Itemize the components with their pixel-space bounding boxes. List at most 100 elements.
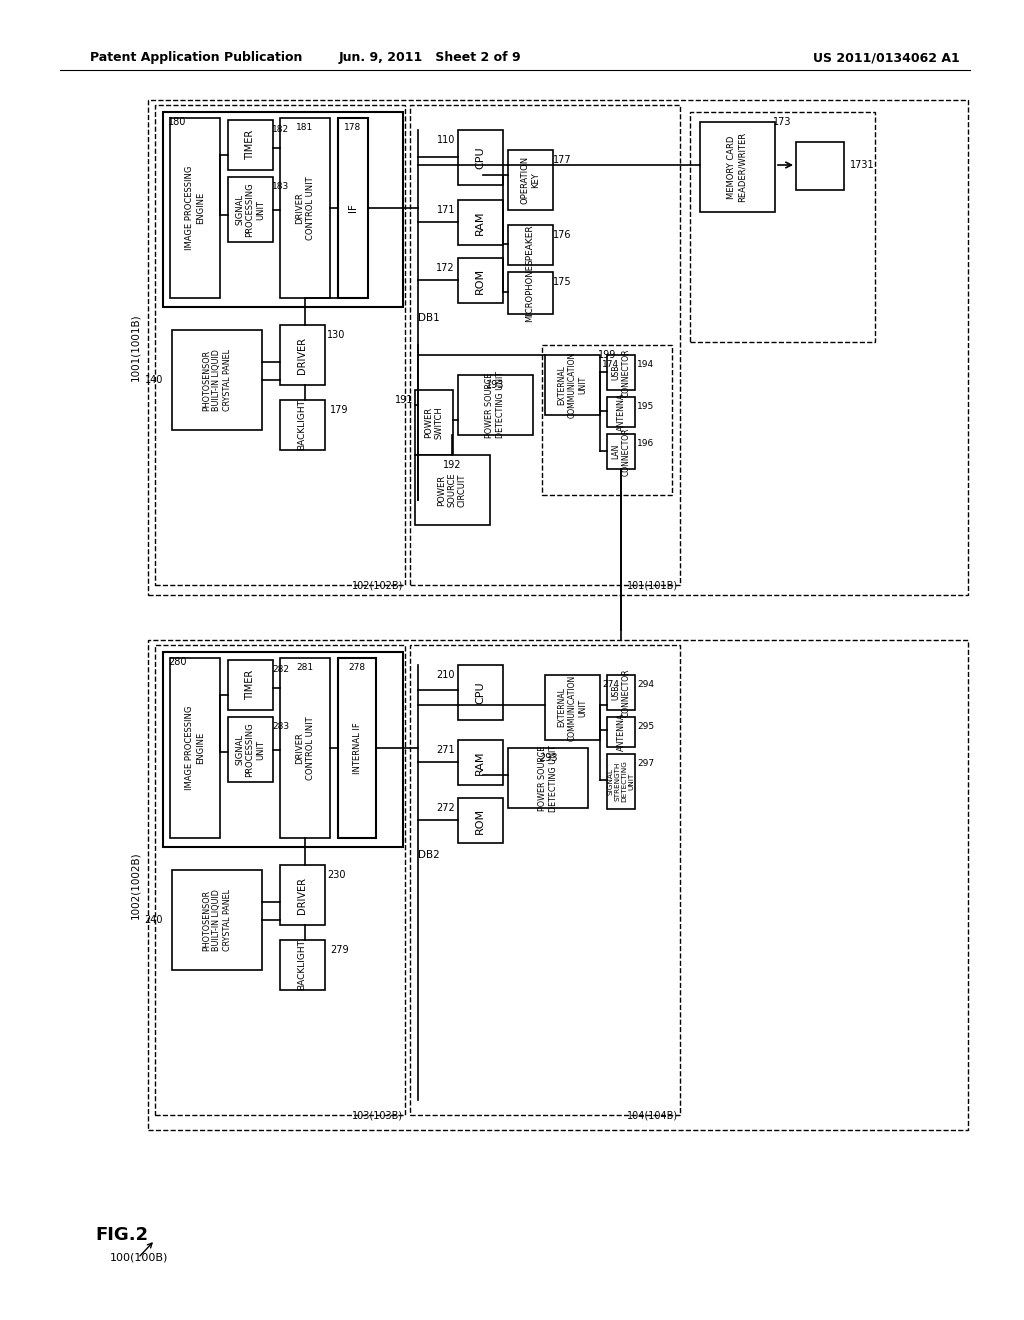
Bar: [280, 325, 325, 385]
Bar: [796, 143, 844, 190]
Text: 180: 180: [168, 117, 186, 127]
Text: 194: 194: [637, 360, 654, 370]
Bar: [163, 652, 403, 847]
Text: 140: 140: [144, 375, 163, 385]
Bar: [172, 330, 262, 430]
Text: EXTERNAL
COMMUNICATION
UNIT: EXTERNAL COMMUNICATION UNIT: [557, 675, 587, 741]
Text: SIGNAL
PROCESSING
UNIT: SIGNAL PROCESSING UNIT: [236, 182, 265, 236]
Bar: [508, 224, 553, 265]
Text: US 2011/0134062 A1: US 2011/0134062 A1: [813, 51, 961, 65]
Text: DRIVER
CONTROL UNIT: DRIVER CONTROL UNIT: [295, 717, 314, 780]
Text: LAN
CONNECTOR: LAN CONNECTOR: [611, 428, 631, 475]
Bar: [280, 940, 325, 990]
Text: 281: 281: [296, 663, 313, 672]
Text: 174: 174: [602, 360, 620, 370]
Bar: [458, 201, 503, 246]
Text: 210: 210: [436, 671, 455, 680]
Bar: [228, 717, 273, 781]
Bar: [458, 741, 503, 785]
Bar: [410, 645, 680, 1115]
Text: 102(102B): 102(102B): [351, 581, 403, 591]
Text: TIMER: TIMER: [245, 669, 255, 700]
Text: IF: IF: [348, 203, 358, 213]
Text: POWER SOURCE
DETECTING UNIT: POWER SOURCE DETECTING UNIT: [485, 371, 505, 438]
Text: 274: 274: [602, 680, 618, 689]
Text: DB1: DB1: [418, 313, 439, 323]
Text: ROM: ROM: [475, 268, 485, 293]
Bar: [338, 657, 376, 838]
Bar: [415, 455, 490, 525]
Text: 199: 199: [598, 350, 616, 360]
Bar: [508, 272, 553, 314]
Text: POWER
SWITCH: POWER SWITCH: [424, 407, 443, 438]
Bar: [607, 675, 635, 710]
Bar: [228, 660, 273, 710]
Text: DB2: DB2: [418, 850, 439, 861]
Bar: [458, 799, 503, 843]
Bar: [338, 117, 368, 298]
Bar: [415, 389, 453, 455]
Text: INTERNAL IF: INTERNAL IF: [352, 722, 361, 774]
Text: DRIVER: DRIVER: [297, 876, 307, 913]
Bar: [458, 375, 534, 436]
Text: EXTERNAL
COMMUNICATION
UNIT: EXTERNAL COMMUNICATION UNIT: [557, 352, 587, 418]
Bar: [458, 665, 503, 719]
Text: MEMORY CARD
READER/WRITER: MEMORY CARD READER/WRITER: [727, 132, 746, 202]
Text: USB
CONNECTOR: USB CONNECTOR: [611, 348, 631, 397]
Text: SPEAKER: SPEAKER: [525, 224, 535, 265]
Text: DRIVER
CONTROL UNIT: DRIVER CONTROL UNIT: [295, 176, 314, 240]
Text: 173: 173: [773, 117, 792, 127]
Text: CPU: CPU: [475, 147, 485, 169]
Text: 182: 182: [272, 125, 289, 135]
Bar: [545, 675, 600, 741]
Text: 178: 178: [344, 123, 361, 132]
Bar: [280, 117, 330, 298]
Text: 179: 179: [330, 405, 348, 414]
Text: 279: 279: [330, 945, 348, 954]
Bar: [228, 177, 273, 242]
Bar: [542, 345, 672, 495]
Text: 240: 240: [144, 915, 163, 925]
Text: 1731: 1731: [850, 160, 874, 170]
Text: Patent Application Publication: Patent Application Publication: [90, 51, 302, 65]
Text: OPERATION
KEY: OPERATION KEY: [520, 156, 540, 205]
Bar: [545, 355, 600, 414]
Bar: [458, 257, 503, 304]
Text: IMAGE PROCESSING
ENGINE: IMAGE PROCESSING ENGINE: [185, 706, 205, 791]
Bar: [458, 129, 503, 185]
Text: SIGNAL
STRENGTH
DETECTING
UNIT: SIGNAL STRENGTH DETECTING UNIT: [607, 760, 635, 803]
Text: 172: 172: [436, 263, 455, 273]
Text: DRIVER: DRIVER: [297, 337, 307, 374]
Text: RAM: RAM: [475, 210, 485, 235]
Bar: [163, 112, 403, 308]
Text: 282: 282: [272, 665, 289, 675]
Text: 280: 280: [168, 657, 186, 667]
Text: 295: 295: [637, 722, 654, 731]
Text: 1001(1001B): 1001(1001B): [130, 313, 140, 380]
Bar: [148, 640, 968, 1130]
Text: USB
CONNECTOR: USB CONNECTOR: [611, 668, 631, 717]
Text: 294: 294: [637, 680, 654, 689]
Text: 103(103B): 103(103B): [352, 1111, 403, 1121]
Text: 181: 181: [296, 123, 313, 132]
Text: 101(101B): 101(101B): [627, 581, 678, 591]
Text: 297: 297: [637, 759, 654, 768]
Text: 175: 175: [553, 277, 571, 286]
Text: BACKLIGHT: BACKLIGHT: [298, 940, 306, 990]
Text: 193: 193: [485, 380, 504, 389]
Text: TIMER: TIMER: [245, 129, 255, 160]
Text: 110: 110: [436, 135, 455, 145]
Text: 278: 278: [348, 663, 366, 672]
Text: POWER
SOURCE
CIRCUIT: POWER SOURCE CIRCUIT: [437, 473, 467, 507]
Text: MICROPHONE: MICROPHONE: [525, 264, 535, 322]
Text: 196: 196: [637, 440, 654, 447]
Text: 293: 293: [539, 752, 557, 763]
Text: 171: 171: [436, 205, 455, 215]
Bar: [228, 120, 273, 170]
Bar: [280, 865, 325, 925]
Text: CPU: CPU: [475, 681, 485, 704]
Text: 183: 183: [272, 182, 289, 191]
Text: PHOTOSENSOR
BUILT-IN LIQUID
CRYSTAL PANEL: PHOTOSENSOR BUILT-IN LIQUID CRYSTAL PANE…: [202, 888, 231, 950]
Bar: [148, 100, 968, 595]
Bar: [410, 106, 680, 585]
